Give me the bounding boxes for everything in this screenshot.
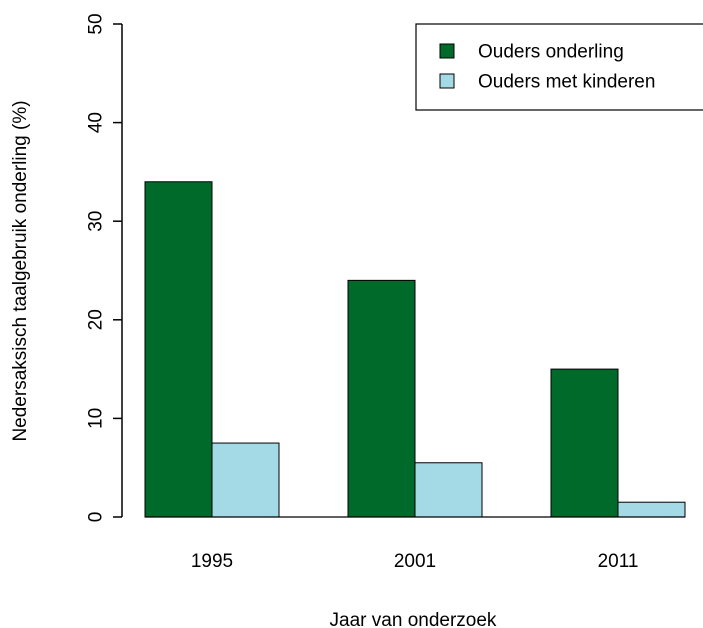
legend-box bbox=[415, 23, 703, 111]
y-tick-label: 0 bbox=[86, 512, 107, 523]
y-tick-label: 50 bbox=[86, 13, 107, 34]
x-tick-label: 1995 bbox=[191, 551, 233, 572]
bar-ouders-onderling-2001 bbox=[347, 279, 416, 518]
y-tick-label: 30 bbox=[86, 211, 107, 232]
bar-ouders-met-kinderen-1995 bbox=[211, 442, 280, 518]
x-tick-label: 2001 bbox=[394, 551, 436, 572]
legend-label: Ouders onderling bbox=[478, 42, 624, 63]
bar-ouders-met-kinderen-2011 bbox=[617, 501, 686, 518]
y-axis: 0 10 20 30 40 50 bbox=[86, 13, 123, 523]
legend-swatch bbox=[439, 43, 455, 59]
bar-ouders-onderling-2011 bbox=[550, 368, 619, 518]
y-tick-label: 40 bbox=[86, 112, 107, 133]
x-axis: 1995 2001 2011 bbox=[145, 516, 685, 572]
legend: Ouders onderling Ouders met kinderen bbox=[415, 23, 703, 111]
legend-label: Ouders met kinderen bbox=[478, 72, 655, 93]
y-tick-label: 20 bbox=[86, 309, 107, 330]
x-axis-title: Jaar van onderzoek bbox=[330, 610, 497, 628]
bar-ouders-onderling-1995 bbox=[144, 181, 213, 518]
bars-group bbox=[144, 181, 686, 518]
bar-ouders-met-kinderen-2001 bbox=[414, 462, 483, 518]
legend-swatch bbox=[439, 73, 455, 89]
y-tick-label: 10 bbox=[86, 408, 107, 429]
y-axis-title: Nedersaksisch taalgebruik onderling (%) bbox=[10, 100, 31, 441]
x-tick-label: 2011 bbox=[598, 551, 639, 572]
